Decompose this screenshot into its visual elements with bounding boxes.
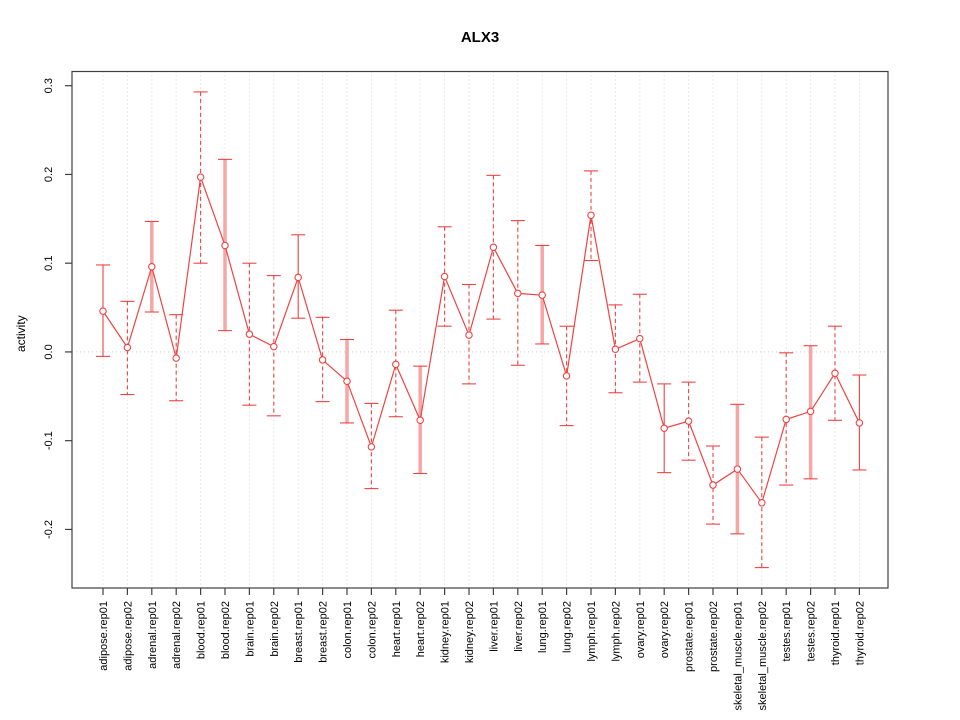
x-axis-tick-label: ovary.rep01	[635, 601, 647, 658]
plot-border	[71, 70, 889, 589]
data-point-marker	[782, 415, 790, 424]
x-axis-tick-label: thyroid.rep02	[854, 601, 866, 665]
data-point-marker	[245, 330, 254, 338]
data-point-marker	[294, 273, 302, 282]
y-axis-tick-label: 0.0	[43, 344, 55, 359]
data-point-marker	[538, 291, 546, 299]
x-axis-tick-label: adipose.rep02	[122, 601, 134, 671]
data-point-marker	[709, 481, 717, 489]
y-axis-tick-label: -0.1	[43, 431, 55, 450]
x-axis-tick-label: kidney.rep02	[464, 601, 476, 663]
data-point-marker	[489, 243, 498, 251]
data-point-marker	[465, 331, 473, 339]
x-axis-tick-label: breast.rep01	[293, 601, 305, 663]
chart-title: ALX3	[460, 29, 500, 46]
y-axis-tick-label: 0.1	[43, 256, 55, 271]
x-axis-tick-label: adrenal.rep02	[171, 601, 183, 669]
data-point-marker	[270, 342, 278, 351]
x-axis-tick-label: breast.rep02	[318, 601, 330, 663]
x-axis-tick-label: skeletal_muscle.rep02	[757, 601, 769, 710]
y-axis-tick-label: 0.2	[43, 167, 55, 182]
x-axis-tick-label: brain.rep01	[244, 601, 256, 657]
x-axis-tick-label: testes.rep01	[781, 601, 793, 662]
x-axis-tick-label: adipose.rep01	[98, 601, 110, 671]
x-axis-tick-label: lung.rep01	[537, 601, 549, 653]
x-axis-tick-label: blood.rep02	[220, 601, 232, 659]
data-point-marker	[123, 343, 132, 352]
data-point-marker	[636, 334, 644, 343]
x-axis-tick-label: heart.rep01	[391, 601, 403, 657]
data-point-marker	[148, 262, 156, 271]
x-axis-tick-label: skeletal_muscle.rep01	[732, 601, 744, 710]
data-point-marker	[660, 424, 668, 433]
x-axis-tick-label: prostate.rep02	[708, 601, 720, 672]
series-line	[102, 176, 860, 505]
x-axis-tick-label: ovary.rep02	[659, 601, 671, 658]
data-point-marker	[733, 465, 742, 473]
x-axis-tick-label: adrenal.rep01	[147, 601, 159, 669]
data-point-marker	[562, 372, 571, 380]
x-axis-tick-label: colon.rep01	[342, 601, 354, 659]
data-point-marker	[318, 356, 327, 364]
y-axis-tick-label: 0.3	[43, 78, 55, 93]
x-axis-tick-label: kidney.rep01	[440, 601, 452, 663]
data-point-marker	[758, 499, 766, 507]
x-axis-tick-label: colon.rep02	[366, 601, 378, 659]
data-point-marker	[416, 416, 424, 425]
data-point-marker	[343, 377, 351, 385]
data-point-marker	[392, 360, 400, 369]
data-point-marker	[855, 419, 864, 427]
data-point-marker	[831, 369, 839, 377]
x-axis-tick-label: prostate.rep01	[684, 601, 696, 672]
data-point-marker	[221, 241, 229, 250]
x-axis-tick-label: liver.rep01	[488, 601, 500, 652]
data-point-marker	[99, 307, 107, 315]
data-point-marker	[684, 417, 693, 425]
data-point-marker	[440, 272, 449, 281]
data-point-marker	[514, 289, 522, 298]
x-axis-tick-label: lymph.rep01	[586, 601, 598, 662]
x-axis-tick-label: blood.rep01	[196, 601, 208, 659]
x-axis-tick-label: brain.rep02	[269, 601, 281, 657]
data-point-marker	[611, 345, 620, 354]
x-axis-tick-label: testes.rep02	[806, 601, 818, 662]
data-point-marker	[367, 443, 376, 451]
x-axis-tick-label: lung.rep02	[562, 601, 574, 653]
data-point-marker	[806, 407, 815, 416]
x-axis-tick-label: lymph.rep02	[610, 601, 622, 662]
x-axis-tick-label: liver.rep02	[513, 601, 525, 652]
data-point-marker	[587, 211, 595, 220]
x-axis-tick-label: thyroid.rep01	[830, 601, 842, 665]
y-axis-tick-label: -0.2	[43, 520, 55, 539]
data-point-marker	[196, 173, 205, 181]
x-axis-tick-label: heart.rep02	[415, 601, 427, 657]
data-point-marker	[172, 354, 180, 362]
